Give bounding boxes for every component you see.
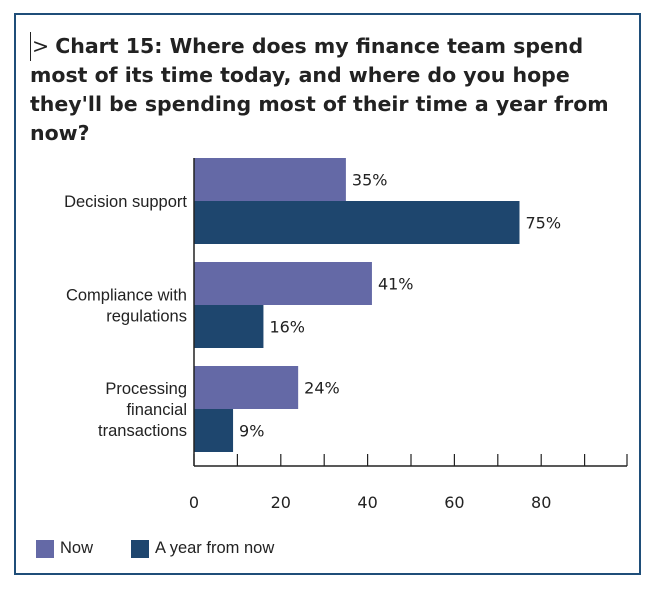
- x-tick-label-0: 0: [189, 493, 199, 512]
- category-label-2: Processing financial transactions: [98, 380, 187, 440]
- title-marker: >: [30, 32, 49, 61]
- bar-year-from-now-0: [194, 201, 520, 244]
- value-label-now-2: 24%: [304, 379, 340, 398]
- legend-item-year-from-now: A year from now: [131, 539, 274, 558]
- category-label-0: Decision support: [64, 193, 187, 211]
- value-label-now-0: 35%: [352, 171, 388, 190]
- value-label-year-from-now-0: 75%: [526, 214, 562, 233]
- category-label-line: Decision support: [64, 193, 187, 211]
- legend-swatch-now: [36, 539, 54, 558]
- legend: Now A year from now: [36, 539, 312, 558]
- x-tick-label-60: 60: [444, 493, 464, 512]
- bar-year-from-now-1: [194, 305, 264, 348]
- legend-label-now: Now: [60, 539, 94, 557]
- category-label-line: transactions: [98, 422, 187, 440]
- x-tick-label-80: 80: [531, 493, 551, 512]
- bar-now-0: [194, 158, 346, 201]
- bar-now-2: [194, 366, 299, 409]
- x-tick-label-40: 40: [357, 493, 377, 512]
- category-label-1: Compliance with regulations: [66, 287, 187, 326]
- category-label-line: regulations: [106, 308, 187, 326]
- bar-now-1: [194, 262, 372, 305]
- x-tick-label-20: 20: [271, 493, 291, 512]
- title-text: Chart 15: Where does my finance team spe…: [30, 34, 609, 145]
- category-label-line: Processing: [105, 380, 187, 398]
- legend-swatch-year-from-now: [131, 539, 150, 558]
- chart-title: > Chart 15: Where does my finance team sp…: [30, 32, 630, 148]
- value-label-now-1: 41%: [378, 275, 414, 294]
- value-label-year-from-now-1: 16%: [269, 318, 305, 337]
- category-label-line: financial: [126, 401, 187, 419]
- value-label-year-from-now-2: 9%: [239, 422, 264, 441]
- legend-item-now: Now: [36, 539, 93, 558]
- bar-year-from-now-2: [194, 409, 234, 452]
- legend-label-year-from-now: A year from now: [155, 539, 275, 557]
- category-label-line: Compliance with: [66, 287, 187, 305]
